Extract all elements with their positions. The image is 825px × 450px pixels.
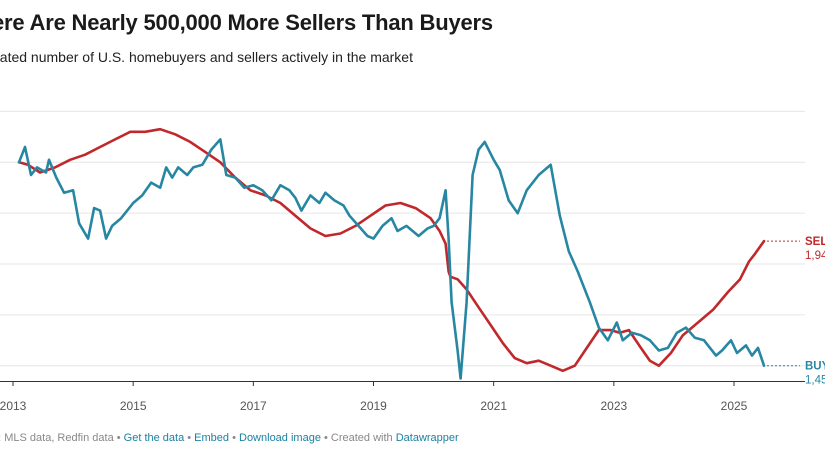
get-data-link[interactable]: Get the data [123,432,185,444]
x-axis-ticks: 2013 2015 2017 2019 2021 2023 2025 [0,381,748,413]
x-tick-label: 2025 [721,399,748,413]
separator: • [184,432,195,444]
x-tick-label: 2017 [240,399,267,413]
x-tick-label: 2019 [360,399,387,413]
buyers-end-value: 1,45 [805,375,825,387]
embed-link[interactable]: Embed [194,432,230,444]
sellers-end-value: 1,94 [805,250,825,262]
datawrapper-link[interactable]: Datawrapper [395,432,459,444]
x-tick-label: 2021 [480,399,507,413]
x-tick-label: 2015 [120,399,147,413]
gridlines [0,110,805,367]
sellers-end-label: SEL [805,236,825,248]
chart-subtitle: nated number of U.S. homebuyers and sell… [0,49,413,65]
created-with-text: Created with [330,432,396,444]
line-chart: 2013 2015 2017 2019 2021 2023 2025 SEL 1,94 BUY 1… [0,110,825,413]
separator: • [113,432,124,444]
chart-title: ere Are Nearly 500,000 More Sellers Than… [0,10,493,35]
end-labels: SEL 1,94 BUY 1,45 [767,236,825,387]
download-image-link[interactable]: Download image [239,432,321,444]
x-tick-label: 2013 [0,399,27,413]
source-text: e: MLS data, Redfin data [0,432,114,444]
x-tick-label: 2023 [600,399,627,413]
buyers-end-label: BUY [805,361,825,373]
chart-footer: e: MLS data, Redfin data • Get the data … [0,432,459,444]
separator: • [320,432,331,444]
separator: • [229,432,239,444]
sellers-line [17,127,766,373]
buyers-line [17,138,766,380]
series-lines [17,127,766,380]
